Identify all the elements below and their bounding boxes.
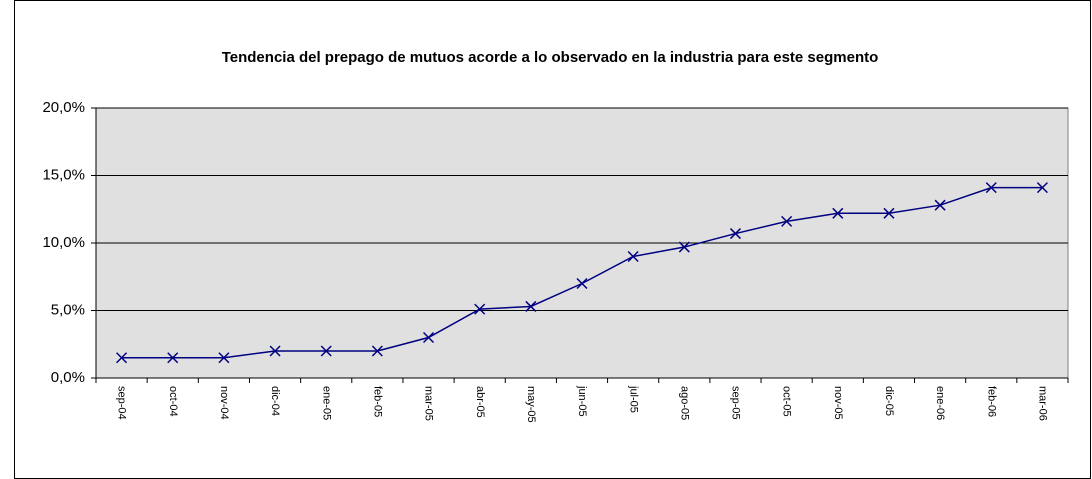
x-tick-label: jun-05 [576, 385, 588, 417]
x-tick-label: nov-04 [218, 386, 230, 420]
x-marker [320, 345, 332, 357]
x-marker [934, 199, 946, 211]
x-marker [474, 303, 486, 315]
x-marker [1036, 182, 1048, 194]
x-tick-label: feb-06 [985, 386, 997, 417]
x-marker [167, 352, 179, 364]
x-marker [883, 207, 895, 219]
x-marker [371, 345, 383, 357]
x-tick-label: sep-05 [730, 386, 742, 420]
x-marker [729, 228, 742, 240]
x-marker [269, 345, 281, 357]
x-tick-label: nov-05 [832, 386, 844, 420]
x-tick-label: mar-05 [423, 386, 435, 421]
y-tick-label: 15,0% [42, 166, 85, 183]
x-tick-label: oct-04 [167, 386, 179, 417]
x-tick-label: mar-06 [1037, 386, 1049, 421]
x-tick-label: abr-05 [474, 386, 486, 418]
x-marker [576, 277, 588, 290]
x-tick-label: ene-05 [320, 386, 332, 420]
x-marker [985, 182, 997, 194]
x-tick-label: dic-04 [269, 386, 281, 416]
y-tick-label: 20,0% [42, 99, 85, 116]
x-tick-label: may-05 [525, 386, 537, 423]
chart-title: Tendencia del prepago de mutuos acorde a… [222, 49, 879, 66]
y-tick-label: 10,0% [42, 234, 85, 251]
x-tick-label: sep-04 [116, 386, 128, 420]
x-tick-label: jul-05 [627, 385, 639, 413]
x-marker [781, 215, 793, 227]
y-tick-label: 5,0% [51, 301, 85, 318]
x-tick-label: dic-05 [883, 386, 895, 416]
x-tick-label: feb-05 [371, 386, 383, 417]
x-tick-label: oct-05 [781, 386, 793, 417]
x-marker [678, 241, 690, 253]
x-marker [116, 352, 128, 364]
x-marker [218, 352, 230, 364]
x-tick-label: ene-06 [934, 386, 946, 420]
x-marker [627, 250, 639, 263]
x-marker [832, 207, 844, 219]
x-marker [422, 331, 435, 344]
y-tick-label: 0,0% [51, 369, 85, 386]
x-tick-label: ago-05 [678, 386, 690, 420]
x-marker [525, 300, 537, 312]
